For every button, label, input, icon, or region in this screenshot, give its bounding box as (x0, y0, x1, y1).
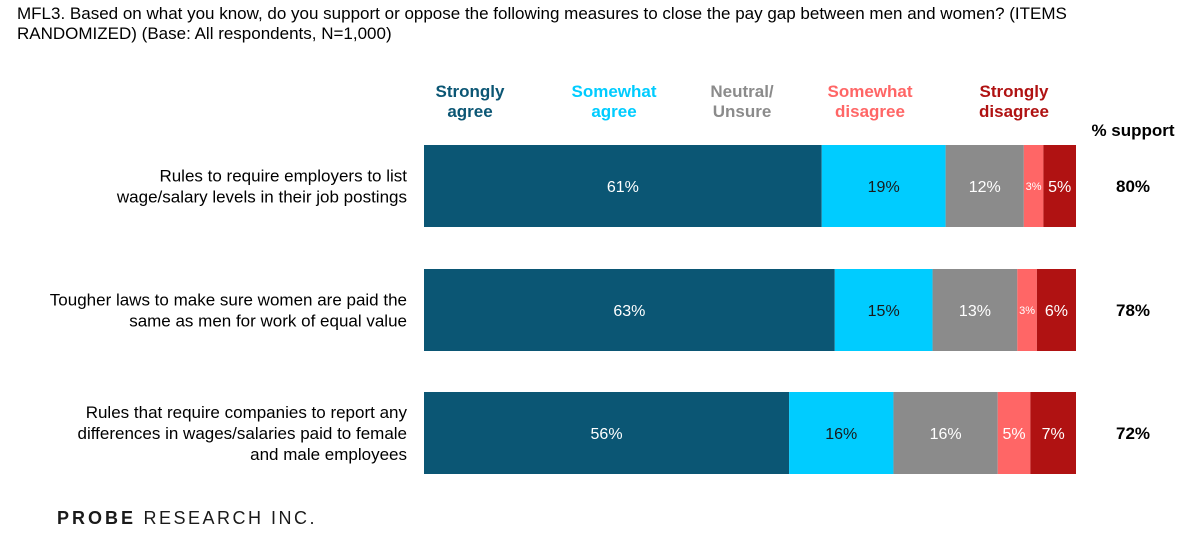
data-label-1-3: 3% (1019, 305, 1035, 317)
bar-segment-0-1 (821, 145, 946, 227)
logo-rest-text: RESEARCH INC. (136, 508, 318, 528)
legend-entry-3: Somewhat disagree (827, 82, 912, 121)
data-label-0-3: 3% (1026, 181, 1042, 193)
support-value-1: 78% (1116, 301, 1150, 320)
bar-segment-0-4 (1043, 145, 1076, 227)
bar-segment-2-1 (789, 392, 894, 474)
bar-segment-2-2 (893, 392, 998, 474)
data-label-0-2: 12% (969, 179, 1001, 196)
data-label-2-1: 16% (825, 426, 857, 443)
logo-bold-text: PROBE (57, 508, 137, 528)
category-label-0: Rules to require employers to list wage/s… (116, 167, 407, 207)
data-label-2-0: 56% (591, 426, 623, 443)
legend-entry-2: Neutral/Unsure (710, 82, 774, 121)
bar-segment-1-1 (834, 269, 933, 351)
support-header: % support (1091, 121, 1174, 140)
legend-entry-0: Strongly agree (436, 82, 505, 121)
data-label-2-2: 16% (930, 426, 962, 443)
category-label-1: Tougher laws to make sure women are paid… (50, 291, 407, 331)
data-label-0-0: 61% (607, 179, 639, 196)
bar-segment-1-2 (932, 269, 1018, 351)
category-label-2: Rules that require companies to report a… (78, 403, 408, 464)
bar-segment-1-0 (424, 269, 835, 351)
legend-entry-4: Strongly disagree (979, 82, 1049, 121)
bar-segment-2-0 (424, 392, 790, 474)
legend-entry-1: Somewhat agree (571, 82, 656, 121)
bar-segment-0-0 (424, 145, 822, 227)
data-label-0-1: 19% (868, 179, 900, 196)
bar-segment-0-3 (1023, 145, 1044, 227)
support-value-0: 80% (1116, 177, 1150, 196)
data-label-2-4: 7% (1042, 426, 1065, 443)
data-label-1-2: 13% (959, 303, 991, 320)
bar-segment-2-3 (997, 392, 1031, 474)
bar-segment-2-4 (1030, 392, 1076, 474)
support-value-2: 72% (1116, 424, 1150, 443)
chart-title: MFL3. Based on what you know, do you sup… (17, 4, 1067, 43)
probe-research-logo: PROBE RESEARCH INC. (57, 508, 317, 529)
data-label-1-4: 6% (1045, 303, 1068, 320)
data-label-1-0: 63% (613, 303, 645, 320)
bar-segment-1-3 (1017, 269, 1037, 351)
bar-segment-1-4 (1036, 269, 1076, 351)
data-label-2-3: 5% (1002, 426, 1025, 443)
bar-segment-0-2 (945, 145, 1024, 227)
data-label-0-4: 5% (1048, 179, 1071, 196)
data-label-1-1: 15% (868, 303, 900, 320)
